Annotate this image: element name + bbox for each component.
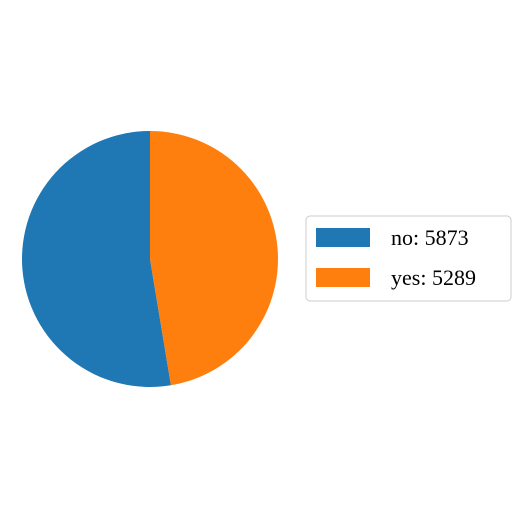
legend-swatch-yes bbox=[316, 268, 370, 287]
legend-label-no: no: 5873 bbox=[391, 225, 469, 250]
legend: no: 5873 yes: 5289 bbox=[305, 215, 512, 302]
pie-slice-no bbox=[21, 131, 171, 387]
pie-slice-yes bbox=[150, 131, 278, 386]
legend-swatch-no bbox=[316, 228, 370, 247]
legend-label-yes: yes: 5289 bbox=[391, 265, 476, 290]
pie-slices bbox=[21, 131, 278, 387]
